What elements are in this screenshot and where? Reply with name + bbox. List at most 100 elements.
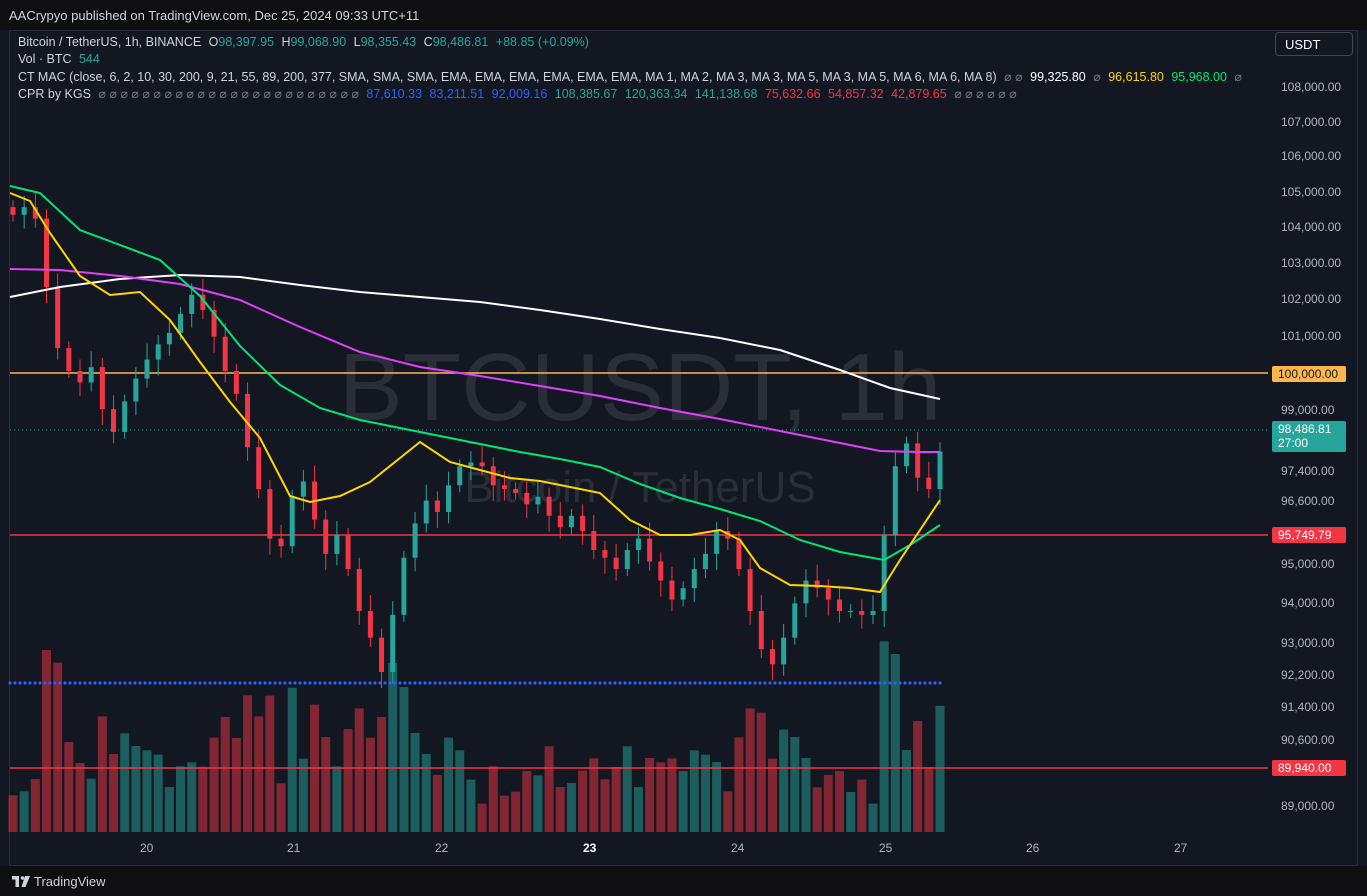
candle-body[interactable] <box>490 466 496 486</box>
candle-body[interactable] <box>278 538 284 547</box>
candle-body[interactable] <box>848 611 854 613</box>
ma-line-purple[interactable] <box>9 268 940 453</box>
candle-body[interactable] <box>166 332 172 345</box>
candle-body[interactable] <box>323 519 329 554</box>
candle-body[interactable] <box>669 580 675 600</box>
candle-body[interactable] <box>88 367 94 383</box>
candle-body[interactable] <box>434 500 440 512</box>
candle-body[interactable] <box>77 370 83 383</box>
candle-body[interactable] <box>379 637 385 672</box>
candle-body[interactable] <box>803 580 809 604</box>
currency-selector[interactable]: USDT <box>1275 32 1353 56</box>
candle-body[interactable] <box>613 557 619 570</box>
candle-body[interactable] <box>881 534 887 612</box>
candle-body[interactable] <box>658 561 664 581</box>
candle-body[interactable] <box>859 611 865 615</box>
candle-body[interactable] <box>915 443 921 478</box>
candle-body[interactable] <box>222 336 228 371</box>
candle-body[interactable] <box>111 409 117 432</box>
last-price-tag[interactable]: 98,486.81 27:00 <box>1272 421 1346 452</box>
candle-body[interactable] <box>446 485 452 512</box>
candle-body[interactable] <box>211 310 217 337</box>
candle-body[interactable] <box>580 515 586 532</box>
candle-body[interactable] <box>245 393 251 448</box>
candlesticks[interactable] <box>10 191 943 688</box>
candle-body[interactable] <box>289 496 295 547</box>
candle-body[interactable] <box>401 557 407 615</box>
candle-body[interactable] <box>903 443 909 467</box>
candle-body[interactable] <box>691 569 697 589</box>
candle-body[interactable] <box>189 294 195 314</box>
candle-body[interactable] <box>32 207 38 219</box>
candle-body[interactable] <box>926 477 932 490</box>
candle-body[interactable] <box>99 367 105 410</box>
candle-body[interactable] <box>535 496 541 505</box>
candle-body[interactable] <box>44 218 50 288</box>
candle-body[interactable] <box>714 531 720 554</box>
candle-body[interactable] <box>479 462 485 467</box>
candle-body[interactable] <box>10 207 16 215</box>
candle-body[interactable] <box>524 492 530 505</box>
ma-line-white[interactable] <box>9 273 941 400</box>
candle-body[interactable] <box>702 553 708 570</box>
candle-body[interactable] <box>680 588 686 600</box>
candle-body[interactable] <box>390 614 396 672</box>
candle-body[interactable] <box>769 649 775 665</box>
candle-body[interactable] <box>21 207 27 215</box>
candle-body[interactable] <box>468 462 474 467</box>
level-tag-89940[interactable]: 89,940.00 <box>1272 760 1346 776</box>
candle-body[interactable] <box>568 515 574 528</box>
ma-line-yellow[interactable] <box>9 192 941 594</box>
mac-legend[interactable]: CT MAC (close, 6, 2, 10, 30, 200, 9, 21,… <box>18 69 1246 84</box>
cpr-legend[interactable]: CPR by KGS ⌀ ⌀ ⌀ ⌀ ⌀ ⌀ ⌀ ⌀ ⌀ ⌀ ⌀ ⌀ ⌀ ⌀ ⌀… <box>18 86 1021 101</box>
candle-body[interactable] <box>300 481 306 497</box>
candle-body[interactable] <box>66 348 72 371</box>
level-tag-100000[interactable]: 100,000.00 <box>1272 366 1346 382</box>
chart-frame[interactable] <box>9 30 1358 866</box>
candle-body[interactable] <box>256 447 262 490</box>
candle-body[interactable] <box>624 550 630 570</box>
candle-body[interactable] <box>501 485 507 490</box>
candle-body[interactable] <box>825 588 831 600</box>
candle-body[interactable] <box>736 538 742 570</box>
candle-body[interactable] <box>892 466 898 535</box>
candle-body[interactable] <box>423 500 429 524</box>
candle-body[interactable] <box>781 637 787 665</box>
candle-body[interactable] <box>937 451 943 490</box>
volume-legend[interactable]: Vol · BTC 544 <box>18 52 104 66</box>
candle-body[interactable] <box>814 580 820 589</box>
candle-body[interactable] <box>513 489 519 493</box>
candle-body[interactable] <box>546 496 552 516</box>
candle-body[interactable] <box>356 569 362 612</box>
candle-body[interactable] <box>267 489 273 539</box>
tradingview-logo-icon[interactable] <box>12 876 30 887</box>
candle-body[interactable] <box>836 599 842 612</box>
symbol-legend[interactable]: Bitcoin / TetherUS, 1h, BINANCE O98,397.… <box>18 35 593 49</box>
level-tag-95749[interactable]: 95,749.79 <box>1272 527 1346 543</box>
candle-body[interactable] <box>412 523 418 558</box>
candle-body[interactable] <box>457 466 463 486</box>
candle-body[interactable] <box>334 534 340 554</box>
candle-body[interactable] <box>870 611 876 615</box>
ma-line-green[interactable] <box>9 185 941 562</box>
candle-body[interactable] <box>122 401 128 432</box>
candle-body[interactable] <box>200 294 206 311</box>
candle-body[interactable] <box>144 359 150 379</box>
candle-body[interactable] <box>602 550 608 558</box>
tradingview-brand[interactable]: TradingView <box>34 874 106 889</box>
candle-body[interactable] <box>758 611 764 650</box>
candle-body[interactable] <box>133 378 139 402</box>
candle-body[interactable] <box>367 611 373 638</box>
candle-body[interactable] <box>233 370 239 394</box>
candle-body[interactable] <box>747 569 753 612</box>
candle-body[interactable] <box>155 344 161 360</box>
candle-body[interactable] <box>591 531 597 551</box>
candle-body[interactable] <box>792 603 798 638</box>
candle-body[interactable] <box>345 534 351 570</box>
candle-body[interactable] <box>635 538 641 551</box>
candle-body[interactable] <box>557 515 563 528</box>
candle-body[interactable] <box>178 313 184 333</box>
candle-body[interactable] <box>55 287 61 349</box>
candle-body[interactable] <box>647 538 653 562</box>
